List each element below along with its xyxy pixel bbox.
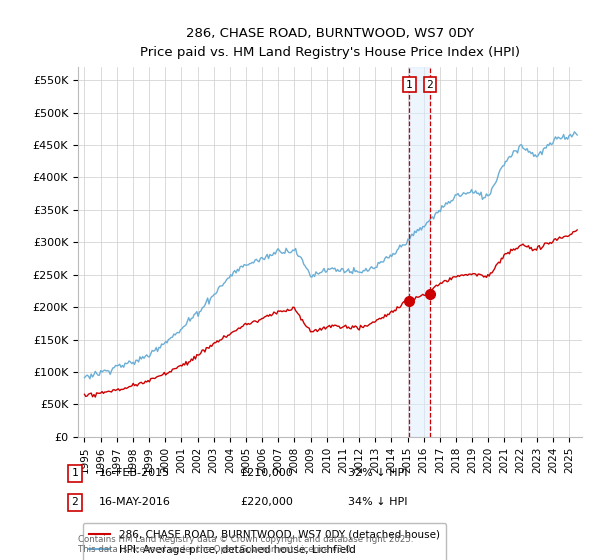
Text: £210,000: £210,000 <box>240 468 293 478</box>
Text: 2: 2 <box>71 497 79 507</box>
Text: £220,000: £220,000 <box>240 497 293 507</box>
Text: 16-MAY-2016: 16-MAY-2016 <box>99 497 171 507</box>
Text: 2: 2 <box>427 80 433 90</box>
Legend: 286, CHASE ROAD, BURNTWOOD, WS7 0DY (detached house), HPI: Average price, detach: 286, CHASE ROAD, BURNTWOOD, WS7 0DY (det… <box>83 524 446 560</box>
Text: 32% ↓ HPI: 32% ↓ HPI <box>348 468 407 478</box>
Text: 16-FEB-2015: 16-FEB-2015 <box>99 468 170 478</box>
Text: 1: 1 <box>406 80 413 90</box>
Title: 286, CHASE ROAD, BURNTWOOD, WS7 0DY
Price paid vs. HM Land Registry's House Pric: 286, CHASE ROAD, BURNTWOOD, WS7 0DY Pric… <box>140 27 520 59</box>
Text: Contains HM Land Registry data © Crown copyright and database right 2025.
This d: Contains HM Land Registry data © Crown c… <box>78 535 413 554</box>
Bar <box>409 67 430 437</box>
Text: 34% ↓ HPI: 34% ↓ HPI <box>348 497 407 507</box>
Text: 1: 1 <box>71 468 79 478</box>
